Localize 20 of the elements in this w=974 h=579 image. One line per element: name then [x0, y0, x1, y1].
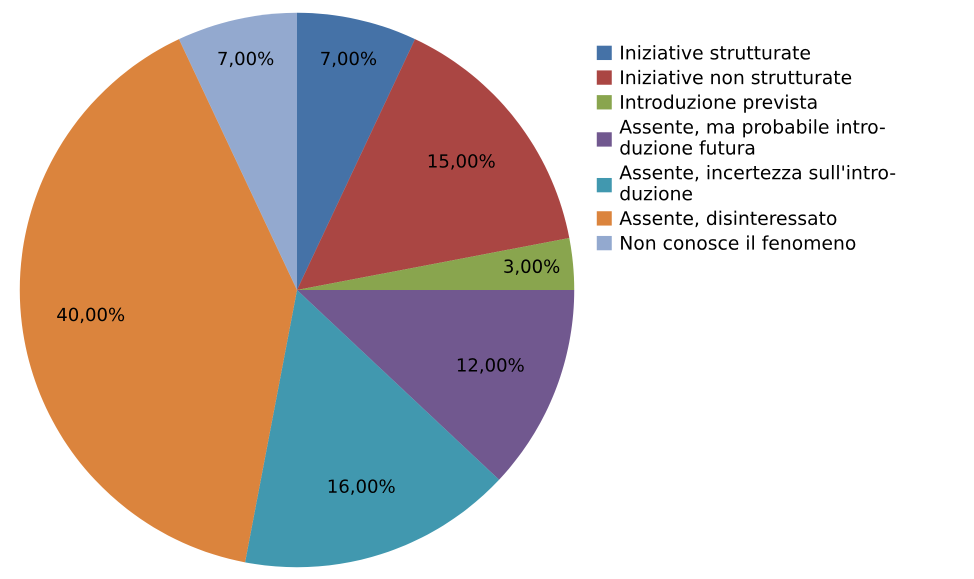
data-label: 40,00% — [57, 308, 124, 324]
pie-slice — [297, 12, 416, 290]
data-label: 3,00% — [504, 259, 560, 275]
data-label: 12,00% — [458, 358, 524, 374]
legend-label: Iniziative non strutturate — [621, 70, 852, 84]
data-label: 16,00% — [328, 479, 395, 495]
data-label: 7,00% — [321, 52, 376, 68]
pie-slice — [297, 290, 574, 480]
legend-label: Introduzione prevista — [621, 94, 816, 113]
legend-label: Assente, ma probabile intro- duzione futura — [619, 119, 885, 155]
pie-slice — [297, 39, 570, 290]
legend-label: Assente, disinteressato — [619, 210, 836, 228]
pie-slice — [297, 238, 574, 290]
legend-label: Iniziative strutturate — [621, 45, 810, 60]
data-label: 7,00% — [218, 52, 274, 68]
pie-slice — [20, 39, 297, 562]
legend-label: Non conosce il fenomeno — [621, 235, 856, 250]
legend-label: Assente, incertezza sull'intro- duzione — [619, 164, 896, 200]
data-label: 15,00% — [428, 154, 495, 170]
pie-slice — [178, 12, 297, 290]
